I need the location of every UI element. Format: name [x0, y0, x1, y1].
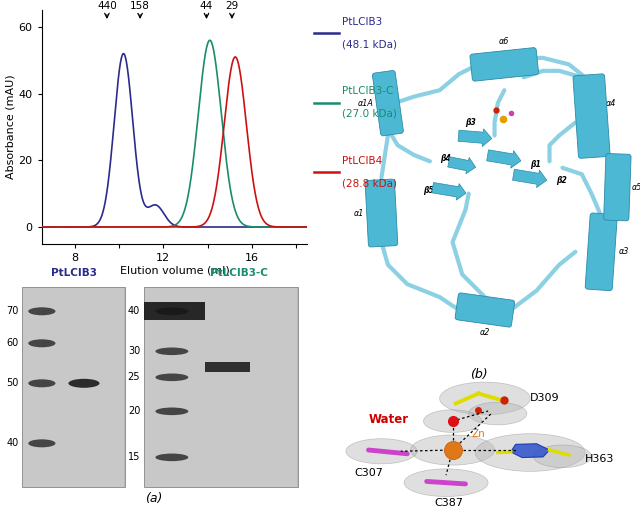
Text: α1A: α1A: [357, 98, 373, 108]
Text: PtLCIB3-C: PtLCIB3-C: [342, 87, 394, 96]
Text: α4: α4: [605, 98, 616, 108]
Text: (b): (b): [470, 368, 487, 381]
Text: α5: α5: [632, 183, 640, 192]
Text: H363: H363: [585, 454, 614, 464]
Text: (a): (a): [145, 492, 163, 505]
Ellipse shape: [440, 382, 530, 415]
Y-axis label: Absorbance (mAU): Absorbance (mAU): [6, 75, 15, 179]
X-axis label: Elution volume (ml): Elution volume (ml): [120, 266, 229, 275]
Ellipse shape: [404, 469, 488, 497]
Text: 440: 440: [97, 1, 116, 11]
Text: PtLCIB3-C: PtLCIB3-C: [211, 268, 268, 278]
Ellipse shape: [410, 435, 495, 465]
Text: β2: β2: [556, 176, 566, 185]
Text: (48.1 kDa): (48.1 kDa): [342, 40, 397, 49]
Ellipse shape: [156, 373, 188, 381]
Text: (28.8 kDa): (28.8 kDa): [342, 178, 397, 188]
Text: 50: 50: [6, 378, 19, 388]
Text: 158: 158: [130, 1, 150, 11]
Bar: [144, 287, 298, 487]
Ellipse shape: [28, 307, 56, 315]
FancyBboxPatch shape: [585, 213, 617, 291]
Text: 15: 15: [128, 452, 140, 462]
Ellipse shape: [156, 307, 188, 315]
Ellipse shape: [424, 410, 482, 432]
Text: α3: α3: [619, 247, 629, 256]
FancyBboxPatch shape: [372, 70, 403, 136]
Text: 20: 20: [128, 406, 140, 417]
Text: β3: β3: [465, 118, 476, 127]
Text: 70: 70: [6, 306, 19, 317]
Text: C307: C307: [354, 468, 383, 478]
Bar: [205, 362, 250, 372]
Text: PtLCIB3: PtLCIB3: [342, 17, 383, 27]
Text: β4: β4: [440, 153, 451, 163]
FancyBboxPatch shape: [604, 153, 631, 221]
Text: β1: β1: [530, 160, 541, 169]
Polygon shape: [511, 444, 550, 458]
Ellipse shape: [28, 439, 56, 447]
FancyBboxPatch shape: [573, 74, 610, 159]
Text: α1: α1: [354, 209, 364, 218]
Ellipse shape: [156, 347, 188, 355]
Ellipse shape: [68, 379, 100, 388]
Text: C387: C387: [435, 498, 464, 508]
Ellipse shape: [156, 407, 188, 415]
Text: Zn: Zn: [472, 429, 486, 439]
Text: (27.0 kDa): (27.0 kDa): [342, 109, 397, 119]
Bar: [145, 288, 297, 487]
Text: D309: D309: [530, 393, 560, 403]
Ellipse shape: [156, 453, 188, 461]
Text: 29: 29: [225, 1, 239, 11]
Text: 30: 30: [128, 346, 140, 357]
Ellipse shape: [475, 433, 585, 471]
FancyBboxPatch shape: [455, 293, 515, 327]
Text: 44: 44: [200, 1, 213, 11]
Text: Water: Water: [369, 413, 408, 426]
Text: β5: β5: [424, 186, 434, 195]
FancyBboxPatch shape: [470, 48, 538, 81]
Ellipse shape: [533, 445, 591, 468]
Text: 25: 25: [127, 372, 140, 382]
Ellipse shape: [28, 379, 56, 387]
Text: α6: α6: [499, 37, 509, 46]
Text: 40: 40: [128, 306, 140, 317]
Ellipse shape: [346, 439, 417, 464]
FancyBboxPatch shape: [365, 179, 397, 247]
Text: 60: 60: [6, 338, 19, 348]
Bar: [22, 287, 125, 487]
Bar: [144, 302, 205, 320]
Text: PtLCIB4: PtLCIB4: [342, 156, 383, 166]
Bar: [23, 288, 124, 487]
Ellipse shape: [28, 339, 56, 347]
Text: 40: 40: [6, 438, 19, 448]
Ellipse shape: [468, 402, 527, 425]
Text: α2: α2: [479, 328, 490, 337]
Text: PtLCIB3: PtLCIB3: [51, 268, 97, 278]
